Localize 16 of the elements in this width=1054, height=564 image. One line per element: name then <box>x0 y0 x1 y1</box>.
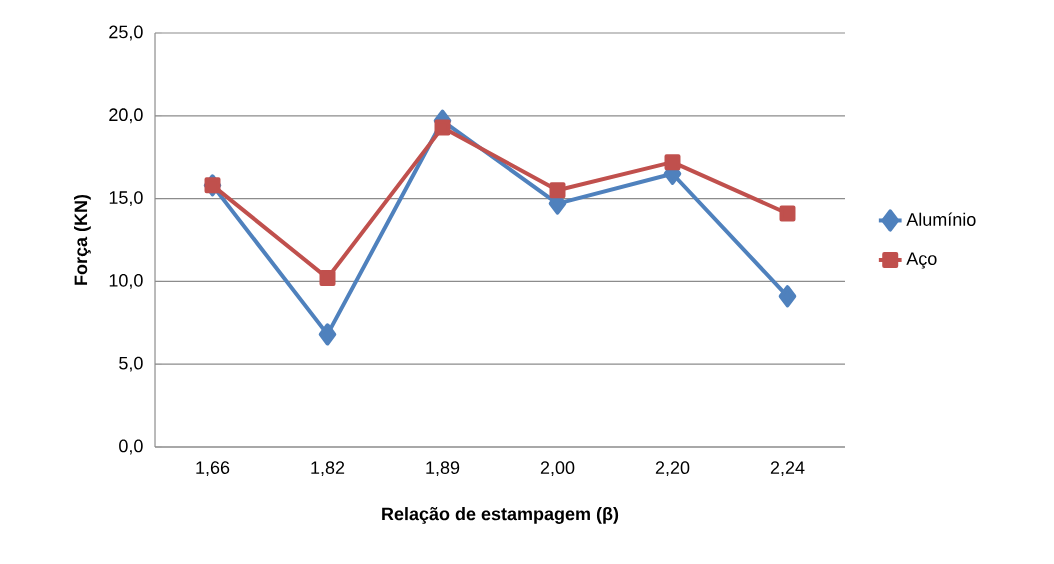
y-tick-label: 10,0 <box>109 273 143 289</box>
x-tick-label: 2,00 <box>540 461 575 477</box>
y-tick-label: 15,0 <box>109 191 143 207</box>
y-tick-label: 20,0 <box>109 108 143 124</box>
x-tick-label: 1,66 <box>196 461 230 477</box>
x-tick-label: 2,24 <box>770 461 805 477</box>
x-tick-label: 1,82 <box>311 461 345 477</box>
y-tick-label: 0,0 <box>119 439 143 455</box>
y-tick-label: 5,0 <box>119 356 143 372</box>
x-tick-label: 1,89 <box>426 461 460 477</box>
x-tick-label: 2,20 <box>655 461 690 477</box>
legend-label: Aço <box>906 252 937 269</box>
y-axis-title: Força (KN) <box>74 194 91 285</box>
y-tick-label: 25,0 <box>109 25 143 41</box>
legend-label: Alumínio <box>906 212 976 226</box>
x-axis-title: Relação de estampagem (β) <box>382 507 619 524</box>
